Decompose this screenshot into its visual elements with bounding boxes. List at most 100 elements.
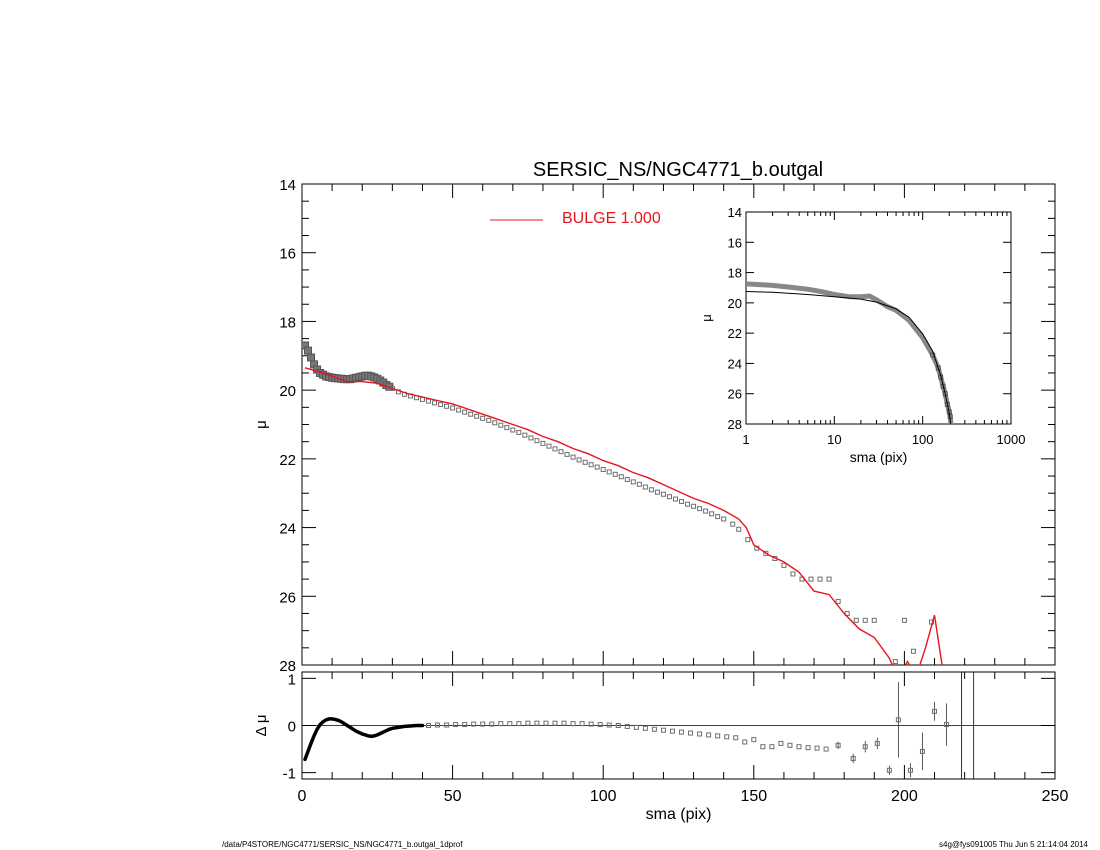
res-point — [874, 740, 880, 746]
res-ytick-label: 1 — [288, 671, 296, 688]
res-point — [669, 728, 675, 734]
res-xlabel: sma (pix) — [646, 806, 712, 823]
res-point — [588, 721, 594, 727]
data-point — [679, 498, 685, 504]
data-point — [576, 457, 582, 463]
res-point — [480, 721, 486, 727]
res-point — [787, 742, 793, 748]
inset-ylabel: μ — [699, 314, 714, 322]
res-point — [615, 723, 621, 728]
data-point — [703, 508, 709, 514]
data-point — [528, 435, 534, 441]
res-point — [606, 722, 612, 728]
res-plot-area — [302, 672, 1055, 779]
inset-ytick-label: 14 — [728, 205, 742, 220]
data-point — [630, 479, 636, 485]
data-point — [862, 617, 868, 623]
res-point — [850, 756, 856, 761]
data-point — [709, 511, 715, 517]
res-point — [471, 721, 477, 727]
inset-ytick-label: 26 — [728, 387, 742, 402]
res-point — [462, 722, 468, 728]
inset-model-line — [746, 291, 952, 424]
res-curve — [303, 717, 425, 762]
data-point — [826, 576, 832, 582]
inset-xtick-label: 100 — [912, 432, 934, 447]
footer-path: /data/P4STORE/NGC4771/SERSIC_NS/NGC4771_… — [222, 840, 463, 849]
res-point — [715, 733, 721, 739]
data-point — [920, 666, 924, 670]
data-point — [763, 550, 769, 556]
data-point — [884, 673, 888, 677]
data-point — [486, 417, 492, 423]
res-point — [435, 722, 441, 728]
data-point — [498, 422, 504, 428]
data-point — [582, 459, 588, 465]
data-point — [666, 494, 672, 500]
res-point — [823, 746, 829, 752]
data-point — [660, 491, 666, 497]
inset-panel — [745, 211, 1012, 425]
data-point — [462, 409, 468, 415]
data-point — [558, 449, 564, 455]
main-ytick-label: 28 — [279, 658, 296, 675]
data-point — [450, 405, 456, 411]
data-point — [745, 537, 751, 543]
res-point — [426, 723, 432, 728]
data-point — [492, 420, 498, 426]
inset-ytick-label: 22 — [728, 326, 742, 341]
legend-label: BULGE 1.000 — [562, 210, 661, 227]
res-point — [633, 724, 639, 730]
footer-timestamp: s4g@fys091005 Thu Jun 5 21:14:04 2014 — [939, 840, 1088, 849]
data-point — [642, 484, 648, 490]
main-ytick-label: 22 — [279, 452, 296, 469]
data-point — [468, 411, 474, 417]
res-point — [724, 734, 730, 740]
res-point — [489, 721, 495, 727]
res-xtick-label: 200 — [891, 788, 918, 805]
data-point — [736, 526, 742, 532]
data-point — [438, 402, 444, 408]
res-point — [642, 725, 648, 731]
inset-ytick-label: 16 — [728, 235, 742, 250]
res-point — [751, 737, 757, 743]
res-point — [760, 744, 766, 750]
res-point — [907, 767, 913, 773]
res-point — [516, 721, 522, 727]
res-xtick-label: 100 — [590, 788, 617, 805]
data-point — [624, 476, 630, 482]
inset-data-point — [935, 365, 941, 371]
res-point — [552, 720, 558, 726]
data-point — [510, 427, 516, 433]
data-point — [570, 454, 576, 460]
data-point — [564, 451, 570, 457]
data-point — [612, 471, 618, 477]
res-point — [919, 748, 925, 754]
data-point — [636, 481, 642, 487]
data-point — [480, 415, 486, 421]
inset-xtick-label: 10 — [827, 432, 841, 447]
res-point — [697, 731, 703, 737]
res-point — [706, 732, 712, 738]
res-point — [651, 726, 657, 732]
data-point — [516, 429, 522, 435]
res-point — [862, 744, 868, 750]
res-point — [688, 730, 694, 736]
residual-panel — [301, 671, 1056, 780]
chart-title: SERSIC_NS/NGC4771_b.outgal — [533, 159, 823, 181]
data-point — [594, 464, 600, 470]
data-point — [691, 503, 697, 509]
data-point — [522, 432, 528, 438]
main-ytick-label: 26 — [279, 589, 296, 606]
res-xtick-label: 150 — [740, 788, 767, 805]
data-point — [444, 403, 450, 409]
res-point — [624, 723, 630, 729]
res-point — [525, 720, 531, 726]
res-point — [444, 722, 450, 728]
res-point — [570, 721, 576, 727]
data-point — [426, 398, 432, 404]
data-point — [307, 353, 316, 362]
inset-xlabel: sma (pix) — [850, 449, 908, 465]
inset-plot-area — [746, 281, 954, 424]
